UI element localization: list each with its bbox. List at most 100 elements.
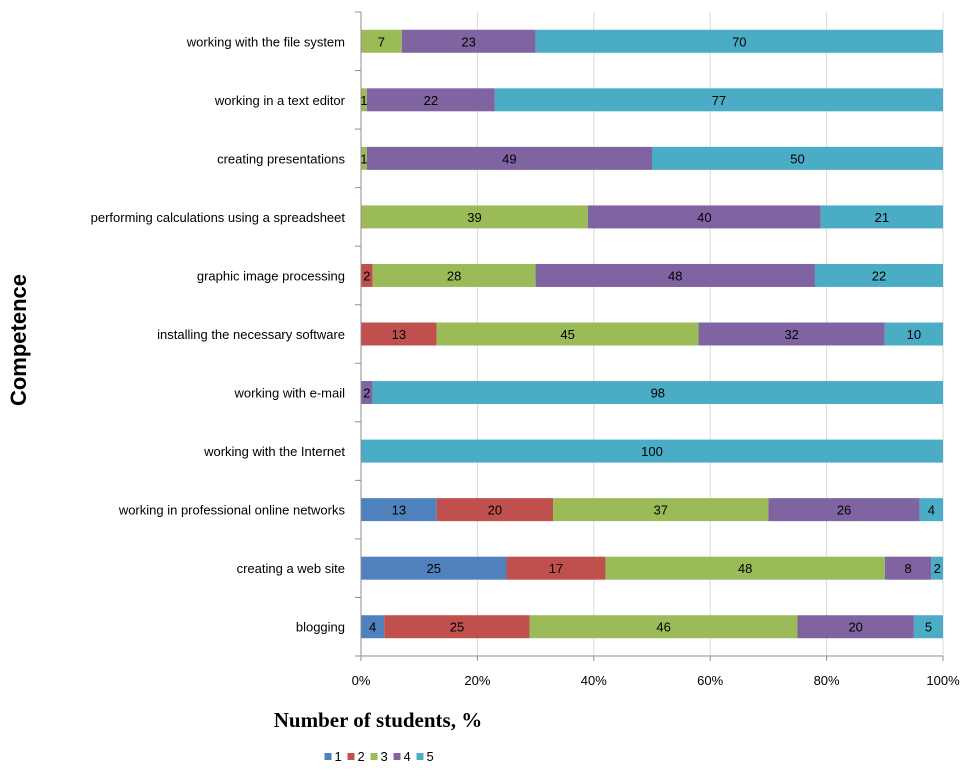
data-label: 26 (837, 503, 851, 518)
data-label: 25 (427, 561, 441, 576)
bar-segment (529, 615, 798, 639)
data-label: 25 (450, 620, 464, 635)
data-label: 28 (447, 268, 461, 283)
bar-segment (605, 556, 885, 580)
data-label: 100 (641, 444, 663, 459)
data-label: 20 (488, 503, 502, 518)
data-label: 39 (467, 210, 481, 225)
category-label: performing calculations using a spreadsh… (91, 210, 346, 225)
bar-segment (535, 29, 943, 53)
data-label: 77 (712, 93, 726, 108)
x-tick-label: 60% (697, 673, 723, 688)
bar-segment (494, 88, 943, 112)
bar-segment (361, 263, 373, 287)
bar-segment (361, 556, 507, 580)
bar-segment (372, 381, 943, 405)
x-tick-label: 20% (464, 673, 490, 688)
x-tick-labels: 0% 20% 40% 60% 80% 100% (352, 673, 960, 688)
data-label: 21 (875, 210, 889, 225)
data-label: 2 (363, 268, 370, 283)
data-label: 13 (392, 327, 406, 342)
axes (355, 11, 944, 661)
data-label: 5 (925, 620, 932, 635)
legend-label: 2 (358, 749, 365, 764)
bar-segment (884, 556, 932, 580)
x-axis-title: Number of students, % (274, 708, 482, 732)
category-label: installing the necessary software (157, 327, 345, 342)
data-label: 32 (784, 327, 798, 342)
bar-segment (553, 498, 769, 522)
x-tick-label: 80% (814, 673, 840, 688)
bar-segment (436, 498, 554, 522)
category-label: working in professional online networks (118, 503, 346, 518)
legend-swatch (416, 753, 424, 760)
data-label: 4 (928, 503, 935, 518)
bar-segment (361, 381, 373, 405)
data-label: 50 (790, 151, 804, 166)
bar-segment (372, 263, 536, 287)
category-label: creating presentations (217, 151, 345, 166)
bars: 7 23 70 1 22 77 1 49 50 39 40 21 2 28 48 22 13 4 5 32 10 2 98 1… (360, 29, 943, 639)
data-label: 7 (378, 34, 385, 49)
data-label: 46 (656, 620, 670, 635)
bar-segment (361, 146, 367, 170)
category-label: working in a text editor (214, 93, 346, 108)
bar-segment (587, 205, 821, 229)
bar-segment (361, 322, 437, 346)
data-label: 1 (360, 151, 367, 166)
bar-segment (384, 615, 530, 639)
bar-segment (797, 615, 914, 639)
category-label: creating a web site (237, 561, 345, 576)
category-label: working with the Internet (203, 444, 345, 459)
data-label: 48 (668, 268, 682, 283)
data-label: 22 (424, 93, 438, 108)
data-label: 23 (461, 34, 475, 49)
bar-segment (436, 322, 699, 346)
data-label: 40 (697, 210, 711, 225)
x-tick-label: 100% (926, 673, 960, 688)
data-label: 2 (363, 386, 370, 401)
x-tick-label: 0% (352, 673, 371, 688)
category-label: blogging (296, 620, 345, 635)
bar-segment (814, 263, 943, 287)
legend-label: 3 (381, 749, 388, 764)
bar-segment (361, 29, 402, 53)
data-label: 17 (549, 561, 563, 576)
category-label: graphic image processing (197, 268, 345, 283)
data-label: 20 (848, 620, 862, 635)
data-label: 2 (934, 561, 941, 576)
legend-swatch (324, 753, 332, 760)
data-label: 49 (502, 151, 516, 166)
x-tick-label: 40% (581, 673, 607, 688)
bar-segment (652, 146, 943, 170)
legend-label: 1 (335, 749, 342, 764)
legend-label: 4 (404, 749, 411, 764)
data-label: 22 (872, 268, 886, 283)
bar-segment (768, 498, 920, 522)
bar-segment (884, 322, 943, 346)
category-labels: working with the file system working in a… (91, 34, 346, 634)
bar-segment (361, 615, 385, 639)
bar-segment (401, 29, 536, 53)
data-label: 10 (907, 327, 921, 342)
bar-segment (361, 88, 367, 112)
bar-segment (919, 498, 943, 522)
data-label: 70 (732, 34, 746, 49)
category-label: working with e-mail (233, 386, 345, 401)
category-label: working with the file system (186, 34, 345, 49)
bar-segment (366, 88, 495, 112)
bar-segment (506, 556, 606, 580)
legend-label: 5 (427, 749, 434, 764)
data-label: 1 (360, 93, 367, 108)
bar-segment (820, 205, 943, 229)
data-label: 98 (651, 386, 665, 401)
y-axis-title: Competence (6, 274, 31, 406)
data-label: 13 (392, 503, 406, 518)
legend: 1 2 3 4 5 (324, 749, 434, 764)
bar-segment (931, 556, 943, 580)
bar-segment (366, 146, 652, 170)
data-label: 4 (369, 620, 376, 635)
bar-segment (535, 263, 815, 287)
data-label: 37 (653, 503, 667, 518)
